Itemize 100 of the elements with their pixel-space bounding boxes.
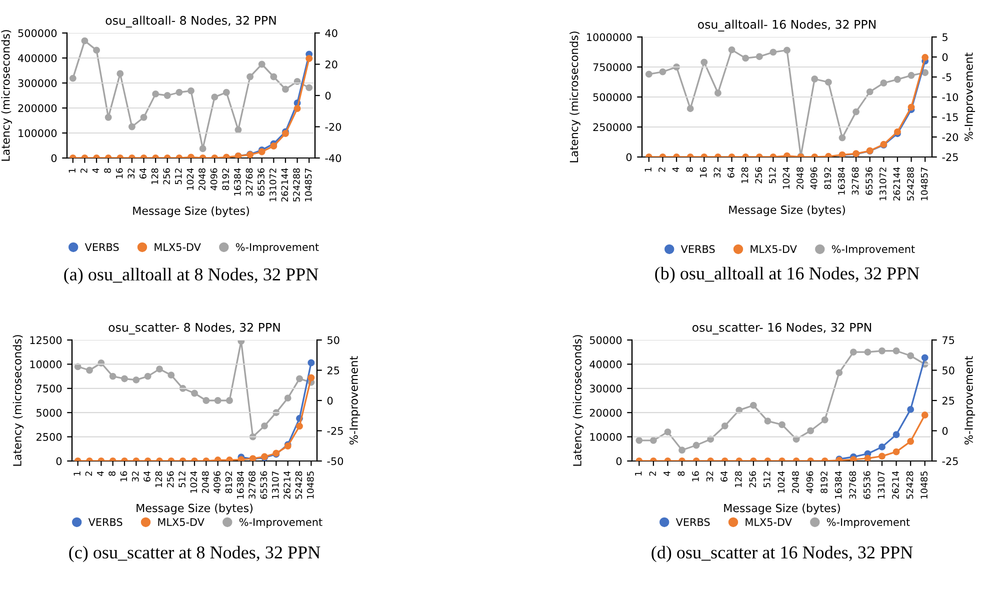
y-tick-label: 20000 — [590, 408, 622, 417]
chart-title: osu_alltoall- 16 Nodes, 32 PPN — [698, 20, 876, 32]
x-tick-label: 4 — [97, 471, 104, 476]
x-axis-title: Message Size (bytes) — [136, 504, 252, 514]
x-tick-label: 32 — [128, 168, 135, 179]
y2-tick-label: 25 — [942, 396, 954, 405]
x-tick-label: 2 — [658, 168, 666, 172]
x-tick-label: 64 — [140, 168, 146, 179]
x-tick-label: 262144 — [281, 168, 288, 202]
y-tick-label: 1000000 — [587, 33, 632, 42]
x-tick-label: 32 — [714, 168, 721, 178]
x-tick-label: 32768 — [248, 471, 256, 499]
y2-tick-label: -40 — [325, 154, 342, 162]
x-axis-title: Message Size (bytes) — [724, 504, 840, 514]
x-tick-label: 256 — [163, 168, 170, 184]
x-tick-label: 2048 — [198, 168, 206, 190]
y-tick-label: 0 — [51, 154, 57, 162]
x-tick-label: 128 — [741, 167, 748, 183]
x-tick-label: 65536 — [864, 471, 870, 499]
y2-tick-label: 50 — [328, 336, 340, 344]
x-tick-label: 26214 — [892, 471, 899, 499]
y2-tick-label: -20 — [942, 133, 958, 142]
x-tick-label: 131072 — [269, 168, 276, 202]
y2-tick-label: -15 — [942, 113, 958, 122]
x-tick-label: 2 — [85, 472, 92, 476]
x-tick-label: 262144 — [893, 167, 900, 201]
y-tick-label: 10000 — [590, 433, 622, 441]
x-tick-label: 16384 — [838, 167, 845, 194]
y-tick-label: 50000 — [590, 336, 622, 344]
x-tick-label: 104857 — [304, 168, 312, 202]
y-tick-label: 12500 — [30, 336, 62, 344]
y2-tick-label: -25 — [942, 153, 958, 162]
x-tick-label: 256 — [749, 471, 756, 488]
y-axis-title: Latency (microseconds) — [12, 335, 24, 466]
x-tick-label: 8 — [108, 471, 116, 476]
x-tick-label: 4096 — [210, 168, 218, 190]
x-tick-label: 32768 — [849, 471, 856, 499]
x-tick-label: 1 — [644, 168, 652, 172]
y2-tick-label: 50 — [942, 366, 954, 374]
x-tick-label: 512 — [174, 168, 182, 184]
x-tick-label: 128 — [734, 471, 742, 487]
text: (d) osu_scatter at 16 Nodes, 32 PPN — [652, 546, 913, 562]
x-tick-label: 4096 — [806, 471, 814, 494]
y-tick-label: 100000 — [18, 129, 57, 138]
chart-title: osu_alltoall- 8 Nodes, 32 PPN — [106, 16, 276, 28]
x-tick-label: 10485 — [920, 472, 928, 498]
y2-tick-label: 0 — [327, 396, 333, 405]
x-tick-label: 2048 — [796, 167, 804, 190]
x-tick-label: 4 — [672, 167, 680, 172]
legend-label: %-Improvement — [832, 245, 915, 256]
y2-tick-label: 75 — [942, 336, 954, 344]
x-tick-label: 8 — [104, 168, 111, 173]
legend-label: MLX5-DV — [750, 245, 797, 254]
legend-label: %-Improvement — [826, 518, 910, 528]
x-tick-label: 4 — [664, 471, 670, 476]
x-tick-label: 2048 — [202, 471, 209, 494]
text: (b) osu_alltoall at 16 Nodes, 32 PPN — [655, 266, 920, 284]
legend-label: MLX5-DV — [158, 518, 204, 526]
x-tick-label: 16 — [692, 471, 699, 482]
x-tick-label: 8192 — [225, 472, 232, 494]
legend-label: MLX5-DV — [154, 243, 201, 252]
x-tick-label: 256 — [166, 471, 174, 488]
y-tick-label: 750000 — [593, 63, 632, 72]
x-tick-label: 32768 — [246, 168, 253, 196]
legend-label: %-Improvement — [236, 243, 319, 254]
x-tick-label: 4096 — [214, 471, 220, 494]
x-tick-label: 32 — [132, 472, 139, 482]
x-tick-label: 65536 — [866, 167, 872, 195]
x-tick-label: 16 — [120, 471, 128, 482]
x-tick-label: 256 — [755, 167, 762, 184]
x-axis-title: Message Size (bytes) — [729, 205, 845, 216]
x-tick-label: 16384 — [834, 471, 842, 498]
x-tick-label: 128 — [151, 168, 158, 184]
y2-tick-label: 0 — [942, 426, 948, 435]
y2-axis-title: %-Improvement — [964, 52, 976, 142]
text: (a) osu_alltoall at 8 Nodes, 32 PPN — [64, 268, 318, 284]
text: (c) osu_scatter at 8 Nodes, 32 PPN — [69, 546, 320, 562]
x-axis-title: Message Size (bytes) — [133, 206, 249, 218]
y-axis-title: Latency (microseconds) — [1, 30, 12, 161]
x-tick-label: 524288 — [293, 168, 300, 202]
x-tick-label: 10485 — [306, 472, 314, 498]
y-tick-label: 400000 — [18, 54, 57, 62]
y-tick-label: 0 — [616, 457, 622, 466]
x-tick-label: 13107 — [272, 471, 279, 498]
legend-label: %-Improvement — [239, 518, 322, 528]
x-tick-label: 1024 — [782, 167, 790, 189]
x-tick-label: 131072 — [879, 168, 886, 200]
y-tick-label: 500000 — [593, 93, 632, 102]
x-tick-label: 512 — [764, 472, 770, 488]
x-tick-label: 8192 — [222, 168, 230, 190]
y2-tick-label: 25 — [327, 366, 340, 374]
y-tick-label: 0 — [626, 153, 632, 162]
y-axis-title: Latency (microseconds) — [570, 32, 580, 162]
legend-label: VERBS — [84, 243, 119, 252]
y-axis-title: Latency (microseconds) — [572, 335, 584, 466]
x-tick-label: 8 — [678, 471, 685, 476]
x-tick-label: 4 — [92, 168, 100, 174]
x-tick-label: 32 — [706, 472, 714, 482]
x-tick-label: 16384 — [236, 471, 244, 498]
y2-tick-label: -50 — [327, 457, 344, 466]
